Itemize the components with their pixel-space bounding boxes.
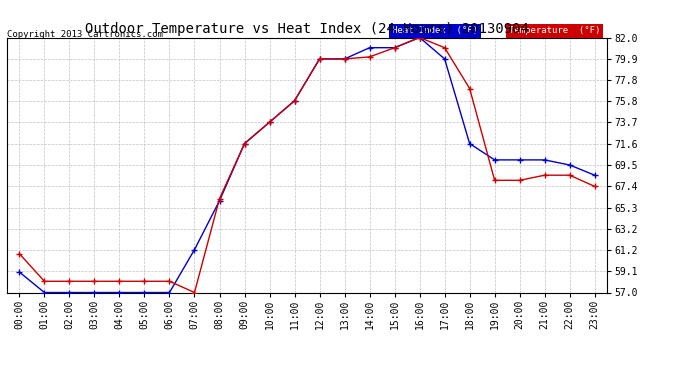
Title: Outdoor Temperature vs Heat Index (24 Hours) 20130904: Outdoor Temperature vs Heat Index (24 Ho… bbox=[85, 22, 529, 36]
Text: Temperature  (°F): Temperature (°F) bbox=[509, 26, 600, 35]
Text: Copyright 2013 Cartronics.com: Copyright 2013 Cartronics.com bbox=[7, 30, 163, 39]
Text: Heat Index  (°F): Heat Index (°F) bbox=[392, 26, 478, 35]
